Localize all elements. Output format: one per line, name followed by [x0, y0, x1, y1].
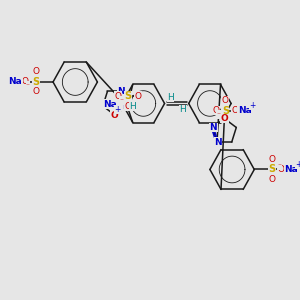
Text: ⁻: ⁻	[277, 161, 281, 170]
Text: Na: Na	[284, 165, 298, 174]
Text: O: O	[32, 68, 39, 76]
Text: Na: Na	[9, 77, 22, 86]
Text: S: S	[268, 164, 275, 175]
Text: O: O	[115, 92, 122, 101]
Text: O: O	[222, 96, 229, 105]
Text: ⁻: ⁻	[26, 82, 30, 91]
Text: H: H	[129, 102, 136, 111]
Text: O: O	[278, 165, 285, 174]
Text: O: O	[124, 102, 131, 111]
Text: +: +	[114, 105, 121, 114]
Text: O: O	[220, 114, 228, 123]
Text: ⁻: ⁻	[217, 110, 220, 119]
Text: Na: Na	[238, 106, 251, 115]
Text: S: S	[124, 92, 131, 101]
Text: O: O	[232, 106, 238, 115]
Text: O: O	[212, 106, 219, 115]
Text: O: O	[111, 110, 118, 119]
Text: H: H	[179, 105, 186, 114]
Text: S: S	[222, 106, 229, 116]
Text: N: N	[122, 101, 130, 110]
Text: +: +	[296, 160, 300, 169]
Text: S: S	[32, 77, 39, 87]
Text: N: N	[117, 87, 125, 96]
Text: O: O	[268, 155, 275, 164]
Text: O: O	[32, 88, 39, 97]
Text: +: +	[249, 101, 256, 110]
Text: H: H	[167, 93, 174, 102]
Text: O: O	[268, 175, 275, 184]
Text: O: O	[22, 77, 28, 86]
Text: N: N	[214, 137, 222, 146]
Text: O: O	[134, 92, 141, 101]
Text: Na: Na	[103, 100, 116, 109]
Text: N: N	[210, 123, 217, 132]
Text: ⁻: ⁻	[119, 96, 123, 105]
